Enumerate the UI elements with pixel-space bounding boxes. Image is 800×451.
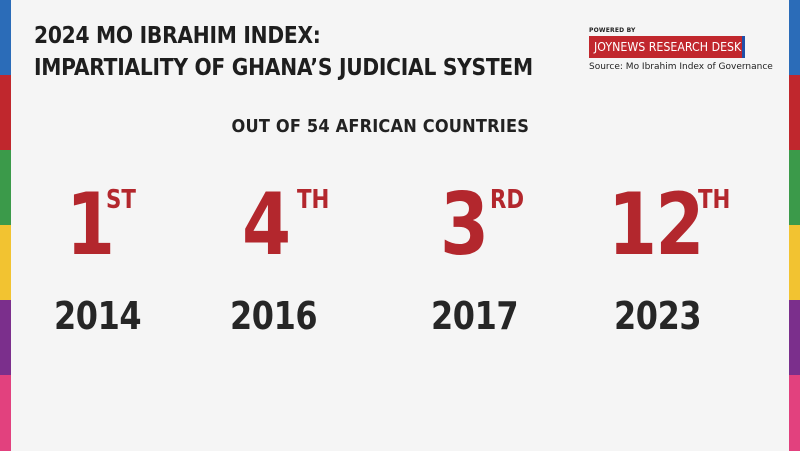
rank-suffix: TH [297, 185, 330, 215]
brand-logo: JOYNEWS RESEARCH DESK [589, 36, 745, 58]
rank-number: 1 [66, 175, 115, 275]
rank-number: 3 [440, 175, 489, 275]
rank-suffix: RD [490, 185, 525, 215]
stripe-red [789, 75, 800, 150]
brand-block: POWERED BY JOYNEWS RESEARCH DESK Source:… [589, 27, 773, 72]
year-label: 2016 [230, 294, 318, 338]
rank-suffix: TH [698, 185, 731, 215]
stripe-purple [0, 300, 11, 375]
rank-2017: 3 RD [440, 175, 524, 275]
rank-suffix: ST [106, 185, 136, 215]
year-label: 2017 [431, 294, 519, 338]
year-label: 2014 [54, 294, 142, 338]
powered-by-label: POWERED BY [589, 27, 636, 34]
rank-2023: 12 TH [608, 175, 730, 275]
rank-2014: 1 ST [66, 175, 136, 275]
stripe-purple [789, 300, 800, 375]
stripe-yellow [0, 225, 11, 300]
source-note: Source: Mo Ibrahim Index of Governance [589, 62, 773, 72]
right-color-bar [789, 0, 800, 451]
year-label: 2023 [614, 294, 702, 338]
left-color-bar [0, 0, 11, 451]
subtitle: OUT OF 54 AFRICAN COUNTRIES [0, 116, 760, 137]
stripe-pink [789, 375, 800, 451]
stripe-green [789, 150, 800, 225]
stripe-red [0, 75, 11, 150]
page-title: 2024 MO IBRAHIM INDEX: IMPARTIALITY OF G… [34, 20, 533, 84]
stripe-pink [0, 375, 11, 451]
stripe-blue [789, 0, 800, 75]
rank-2016: 4 TH [242, 175, 329, 275]
title-line-2: IMPARTIALITY OF GHANA’S JUDICIAL SYSTEM [34, 55, 533, 81]
rank-number: 12 [608, 175, 704, 275]
brand-name: JOYNEWS RESEARCH DESK [594, 40, 742, 54]
rank-number: 4 [242, 175, 291, 275]
stripe-green [0, 150, 11, 225]
title-line-1: 2024 MO IBRAHIM INDEX: [34, 23, 321, 49]
stripe-blue [0, 0, 11, 75]
subtitle-text: OUT OF 54 AFRICAN COUNTRIES [231, 116, 529, 137]
stripe-yellow [789, 225, 800, 300]
